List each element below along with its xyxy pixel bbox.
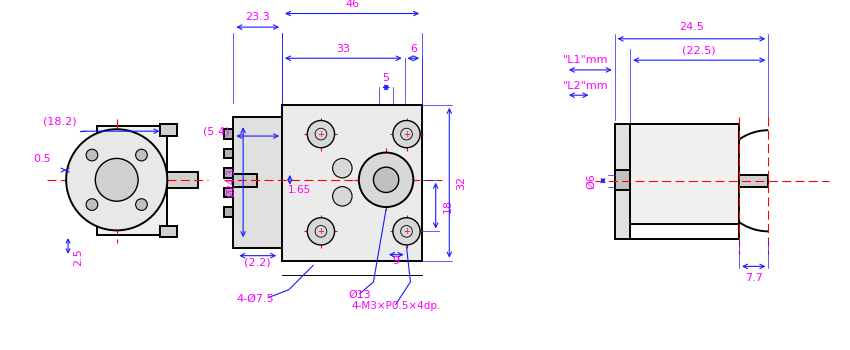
Text: 33: 33 — [337, 43, 350, 54]
Bar — [224, 207, 234, 217]
Text: Ø24.3: Ø24.3 — [226, 168, 236, 197]
Text: (2.2): (2.2) — [245, 257, 271, 267]
Bar — [740, 175, 768, 187]
Bar — [160, 124, 177, 136]
Bar — [160, 225, 177, 237]
Text: 1.65: 1.65 — [288, 186, 311, 195]
Bar — [630, 224, 740, 239]
Circle shape — [393, 218, 420, 245]
Text: (5.4): (5.4) — [202, 126, 230, 136]
Circle shape — [332, 159, 352, 178]
Circle shape — [308, 218, 335, 245]
Bar — [97, 126, 167, 235]
Text: 9: 9 — [393, 257, 400, 266]
Bar — [234, 174, 257, 187]
Bar — [615, 170, 630, 190]
Text: 18: 18 — [442, 198, 452, 213]
Bar — [224, 149, 234, 159]
Text: 24.5: 24.5 — [679, 22, 704, 32]
Text: (18.2): (18.2) — [43, 117, 77, 126]
Text: +: + — [403, 130, 410, 139]
Circle shape — [373, 167, 399, 192]
Bar — [224, 168, 234, 178]
Text: "L2"mm: "L2"mm — [563, 81, 609, 91]
Text: Ø6: Ø6 — [586, 173, 597, 189]
Bar — [224, 129, 234, 139]
Text: +: + — [403, 227, 410, 236]
Text: 46: 46 — [345, 0, 359, 9]
Bar — [167, 172, 198, 188]
Bar — [630, 124, 740, 224]
Circle shape — [86, 149, 98, 161]
Text: Ø13: Ø13 — [348, 289, 371, 300]
Circle shape — [359, 153, 413, 207]
Circle shape — [136, 149, 147, 161]
Circle shape — [332, 187, 352, 206]
Text: +: + — [318, 227, 325, 236]
Text: 4-Ø7.5: 4-Ø7.5 — [236, 293, 274, 303]
Circle shape — [66, 129, 167, 230]
Text: 7.7: 7.7 — [745, 273, 762, 283]
Bar — [630, 124, 740, 140]
Bar — [234, 117, 282, 248]
Circle shape — [136, 199, 147, 210]
Bar — [282, 105, 422, 260]
Circle shape — [308, 120, 335, 148]
Text: (22.5): (22.5) — [683, 46, 716, 55]
Text: 32: 32 — [456, 176, 466, 190]
Bar — [615, 124, 740, 239]
Text: 5: 5 — [382, 73, 389, 83]
Circle shape — [95, 159, 138, 201]
Circle shape — [86, 199, 98, 210]
Text: 2.5: 2.5 — [73, 248, 82, 266]
Text: 23.3: 23.3 — [246, 12, 270, 22]
Text: 6: 6 — [410, 43, 416, 54]
Bar — [224, 188, 234, 197]
Text: 4-M3×P0.5×4dp.: 4-M3×P0.5×4dp. — [351, 301, 440, 311]
Text: 0.5: 0.5 — [33, 154, 51, 164]
Text: +: + — [318, 130, 325, 139]
Text: "L1"mm: "L1"mm — [563, 55, 609, 65]
Circle shape — [393, 120, 420, 148]
